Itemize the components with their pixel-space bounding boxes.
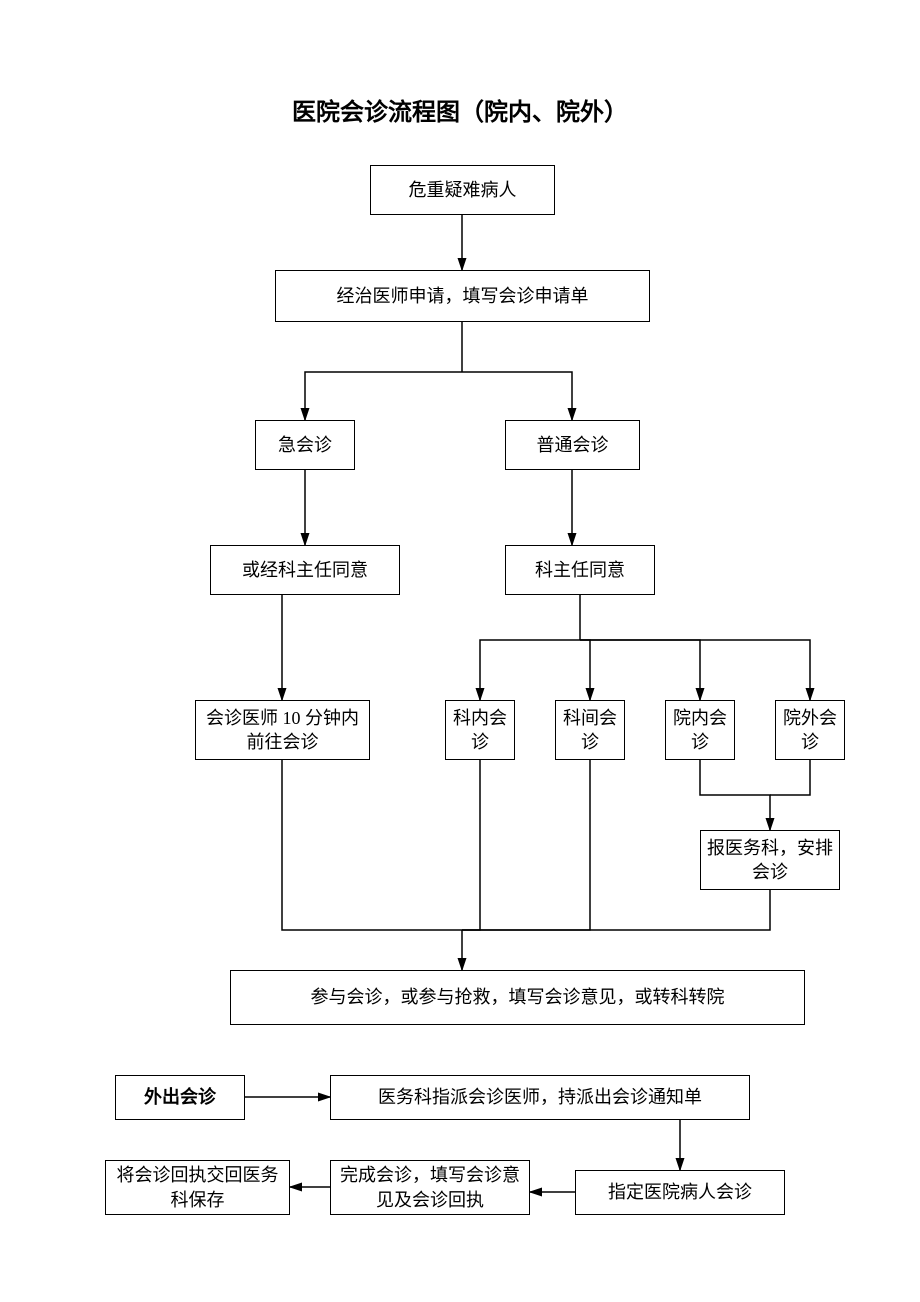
flow-edge — [480, 640, 580, 700]
flow-node-label: 指定医院病人会诊 — [608, 1180, 752, 1204]
flow-edge — [580, 640, 700, 700]
flow-node-n12: 报医务科，安排会诊 — [700, 830, 840, 890]
flow-node-label: 科主任同意 — [535, 558, 625, 582]
flow-node-label: 院内会诊 — [672, 706, 728, 755]
flow-node-label: 参与会诊，或参与抢救，填写会诊意见，或转科转院 — [311, 985, 725, 1009]
flow-edge — [770, 760, 810, 795]
flow-edge — [462, 760, 480, 930]
flow-node-n3: 急会诊 — [255, 420, 355, 470]
flow-node-n1: 危重疑难病人 — [370, 165, 555, 215]
flow-node-label: 危重疑难病人 — [409, 178, 517, 202]
flow-edge — [580, 640, 810, 700]
flow-node-n4: 普通会诊 — [505, 420, 640, 470]
flow-node-n11: 院外会诊 — [775, 700, 845, 760]
flow-node-label: 报医务科，安排会诊 — [707, 836, 833, 885]
flow-node-n5: 或经科主任同意 — [210, 545, 400, 595]
flow-node-label: 科间会诊 — [562, 706, 618, 755]
flow-node-n14: 外出会诊 — [115, 1075, 245, 1120]
flow-node-label: 或经科主任同意 — [242, 558, 368, 582]
flow-node-label: 科内会诊 — [452, 706, 508, 755]
flow-node-n17: 完成会诊，填写会诊意见及会诊回执 — [330, 1160, 530, 1215]
flow-node-n13: 参与会诊，或参与抢救，填写会诊意见，或转科转院 — [230, 970, 805, 1025]
flow-node-n15: 医务科指派会诊医师，持派出会诊通知单 — [330, 1075, 750, 1120]
page-title: 医院会诊流程图（院内、院外） — [0, 92, 920, 127]
flow-node-n6: 科主任同意 — [505, 545, 655, 595]
flow-node-label: 外出会诊 — [144, 1085, 216, 1109]
flow-edge — [580, 640, 590, 700]
flow-node-label: 经治医师申请，填写会诊申请单 — [337, 284, 589, 308]
flow-node-n9: 科间会诊 — [555, 700, 625, 760]
flow-node-n2: 经治医师申请，填写会诊申请单 — [275, 270, 650, 322]
flow-node-label: 普通会诊 — [537, 433, 609, 457]
flow-node-label: 院外会诊 — [782, 706, 838, 755]
flow-edge — [462, 760, 590, 930]
flow-edge — [462, 890, 770, 930]
flow-node-n10: 院内会诊 — [665, 700, 735, 760]
flow-node-label: 医务科指派会诊医师，持派出会诊通知单 — [378, 1085, 702, 1109]
flow-edge — [305, 372, 462, 420]
flow-node-n16: 指定医院病人会诊 — [575, 1170, 785, 1215]
flow-node-label: 将会诊回执交回医务科保存 — [112, 1163, 283, 1212]
flowchart-page: 医院会诊流程图（院内、院外） 危重疑难病人经治医师申请，填写会诊申请单急会诊 普通… — [0, 0, 920, 1302]
flow-node-n8: 科内会诊 — [445, 700, 515, 760]
flow-node-label: 完成会诊，填写会诊意见及会诊回执 — [337, 1163, 523, 1212]
flow-node-n18: 将会诊回执交回医务科保存 — [105, 1160, 290, 1215]
flow-edge — [700, 760, 770, 830]
flow-node-label: 急会诊 — [278, 433, 332, 457]
flow-node-label: 会诊医师 10 分钟内前往会诊 — [202, 706, 363, 755]
flow-node-n7: 会诊医师 10 分钟内前往会诊 — [195, 700, 370, 760]
flow-edge — [282, 760, 462, 930]
flow-edge — [462, 372, 572, 420]
